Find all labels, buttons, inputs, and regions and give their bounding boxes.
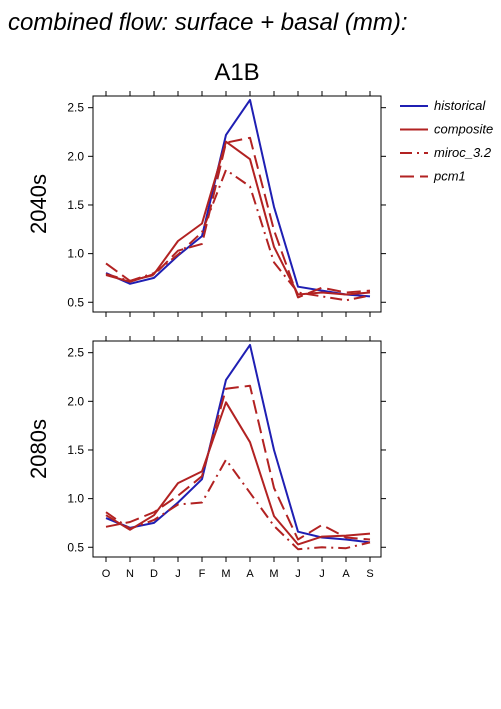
y-tick-label: 1.0: [67, 247, 84, 261]
legend-item: historical: [400, 98, 486, 113]
x-tick-label: M: [221, 568, 230, 580]
panel-2040s: 0.5 1.0 1.5 2.0 2.5 2040s: [26, 91, 386, 317]
legend-label: miroc_3.2: [434, 145, 492, 160]
x-tick-label: F: [199, 568, 206, 580]
panel-label: 2040s: [26, 174, 51, 234]
series-line-historical: [105, 343, 371, 544]
legend-label: historical: [434, 98, 486, 113]
y-tick-label: 2.5: [67, 101, 84, 115]
plot-frame: [92, 340, 382, 558]
legend-item: miroc_3.2: [400, 145, 492, 160]
plot-frame: [92, 95, 382, 313]
y-tick-label: 0.5: [67, 295, 84, 309]
x-tick-label: J: [319, 568, 325, 580]
panels: 0.5 1.0 1.5 2.0 2.5 2040s 0.5 1.0 1.5 2.0 2.5 2080s…: [26, 91, 386, 580]
series-line-miroc-3-2: [105, 168, 371, 302]
x-tick-label: A: [342, 568, 350, 580]
series-line-composite: [105, 140, 371, 296]
x-tick-label: N: [126, 568, 134, 580]
panel-2080s: 0.5 1.0 1.5 2.0 2.5 2080s O N D J F M A M J J A S: [26, 336, 386, 580]
y-tick-label: 1.5: [67, 443, 84, 457]
series-line-pcm1: [105, 384, 371, 541]
x-tick-label: J: [175, 568, 181, 580]
y-tick-label: 2.0: [67, 149, 84, 163]
x-tick-label: S: [366, 568, 373, 580]
legend-label: pcm1: [433, 169, 466, 184]
chart-title: combined flow: surface + basal (mm):: [8, 9, 407, 36]
series-line-composite: [105, 401, 371, 546]
panel-label: 2080s: [26, 419, 51, 479]
x-tick-label: A: [246, 568, 254, 580]
series-line-miroc-3-2: [105, 458, 371, 551]
x-tick-label: M: [269, 568, 278, 580]
y-tick-label: 1.5: [67, 198, 84, 212]
legend: historical composite miroc_3.2 pcm1: [400, 98, 493, 184]
legend-item: pcm1: [400, 169, 466, 184]
series-line-pcm1: [105, 136, 371, 299]
y-tick-label: 2.0: [67, 394, 84, 408]
x-tick-label: J: [295, 568, 301, 580]
x-tick-label: O: [102, 568, 111, 580]
y-tick-label: 1.0: [67, 492, 84, 506]
y-tick-label: 0.5: [67, 540, 84, 554]
legend-item: composite: [400, 122, 493, 137]
legend-label: composite: [434, 122, 493, 137]
scenario-label: A1B: [214, 59, 259, 86]
x-tick-label: D: [150, 568, 158, 580]
y-tick-label: 2.5: [67, 346, 84, 360]
series-line-historical: [105, 98, 371, 298]
